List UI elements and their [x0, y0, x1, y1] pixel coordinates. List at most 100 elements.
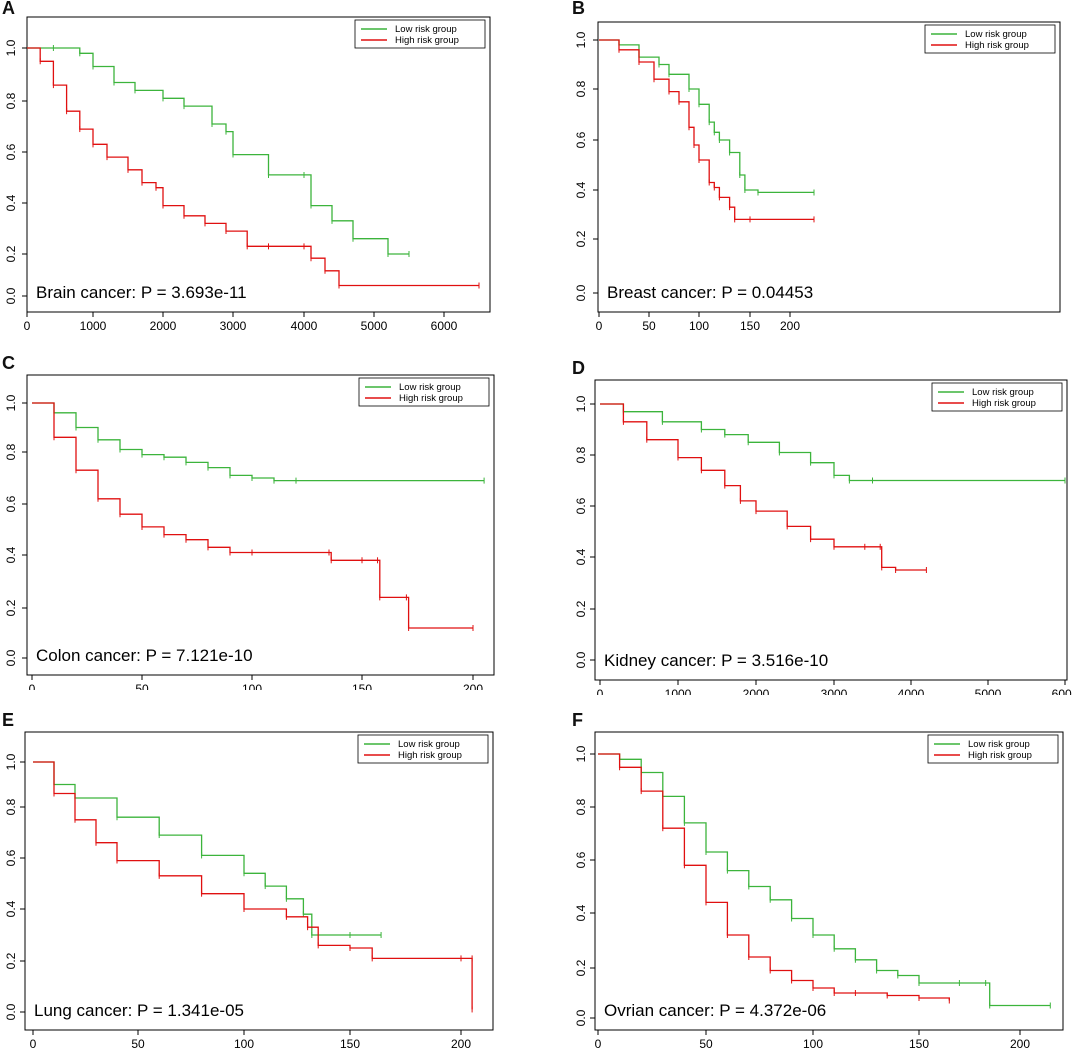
y-tick-label: 0.0 — [574, 284, 588, 301]
y-tick-label: 0.4 — [574, 548, 588, 565]
y-tick-label: 0.4 — [4, 194, 18, 211]
y-tick-label: 1.0 — [574, 395, 588, 412]
km-plot-f: F 0 50 100 150 200 0.0 0.2 0.4 0.6 0.8 1.0 Low risk … — [572, 710, 1064, 1051]
y-tick-label: 0.2 — [4, 245, 18, 262]
y-tick-label: 0.6 — [4, 143, 18, 160]
legend-low-label: Low risk group — [968, 739, 1030, 750]
panel-label: D — [572, 360, 585, 378]
x-tick-label: 0 — [29, 682, 36, 690]
y-tick-label: 0.2 — [574, 600, 588, 617]
y-tick-label: 1.0 — [574, 745, 588, 762]
y-tick-label: 0.0 — [4, 1003, 18, 1020]
panel-c: C 0 50 100 150 200 0.0 0.2 0.4 0.6 0.8 1.0 Low risk … — [0, 353, 500, 696]
legend-high-label: High risk group — [399, 393, 463, 404]
legend-low-label: Low risk group — [965, 29, 1027, 40]
legend-box — [931, 382, 1063, 412]
km-plot-b: B 0 50 100 150 200 0.0 0.2 0.4 0.6 0.8 1.0 Low risk … — [572, 0, 1061, 333]
x-tick-label: 4000 — [898, 687, 925, 695]
km-plot-e: E 0 50 100 150 200 0.0 0.2 0.4 0.6 0.8 1.0 Low risk … — [2, 710, 494, 1051]
legend-high-label: High risk group — [965, 40, 1029, 51]
x-tick-label: 150 — [352, 682, 372, 690]
y-tick-label: 0.6 — [574, 131, 588, 148]
x-tick-label: 4000 — [291, 319, 318, 330]
y-tick-label: 0.6 — [574, 497, 588, 514]
y-tick-label: 1.0 — [4, 394, 18, 411]
panel-d: D 0 1000 2000 3000 4000 5000 6000 0.0 0.2 0.4 0.6 0.… — [570, 358, 1072, 701]
y-tick-label: 0.4 — [4, 546, 18, 563]
y-tick-label: 1.0 — [4, 753, 18, 770]
legend-low-label: Low risk group — [399, 382, 461, 393]
y-tick-label: 0.8 — [4, 92, 18, 109]
y-tick-label: 0.8 — [574, 446, 588, 463]
panel-label: A — [2, 0, 15, 18]
y-tick-label: 1.0 — [574, 31, 588, 48]
x-tick-label: 0 — [30, 1037, 37, 1051]
x-tick-label: 50 — [699, 1037, 713, 1051]
y-tick-label: 0.8 — [4, 798, 18, 815]
km-plot-d: D 0 1000 2000 3000 4000 5000 6000 0.0 0.2 0.4 0.6 0.… — [572, 358, 1072, 701]
y-tick-label: 0.8 — [574, 80, 588, 97]
y-tick-label: 0.4 — [574, 904, 588, 921]
low-risk-curve — [33, 761, 382, 936]
legend-low-label: Low risk group — [972, 387, 1034, 398]
x-tick-label: 200 — [463, 682, 483, 690]
x-tick-label: 50 — [131, 1037, 145, 1051]
high-risk-curve — [32, 402, 473, 629]
y-tick-label: 0.0 — [4, 649, 18, 666]
panel-b: B 0 50 100 150 200 0.0 0.2 0.4 0.6 0.8 1.0 Low risk … — [570, 0, 1072, 335]
low-risk-curve — [598, 753, 1051, 1007]
y-tick-label: 0.6 — [574, 851, 588, 868]
km-plot-c: C 0 50 100 150 200 0.0 0.2 0.4 0.6 0.8 1.0 Low risk … — [2, 353, 495, 696]
x-tick-label: 150 — [740, 319, 760, 330]
x-tick-label: 2000 — [743, 687, 770, 695]
p-value-annotation: Colon cancer: P = 7.121e-10 — [36, 646, 253, 665]
x-tick-label: 150 — [909, 1037, 929, 1051]
x-tick-label: 2000 — [150, 319, 177, 330]
x-tick-label: 100 — [234, 1037, 254, 1051]
panel-a: A 0 1000 2000 3000 4000 5000 6000 0.0 0.2 0.4 0.6 0.… — [0, 0, 500, 335]
legend-low-label: Low risk group — [398, 739, 460, 750]
high-risk-curve — [27, 47, 479, 287]
y-tick-label: 1.0 — [4, 39, 18, 56]
x-tick-label: 50 — [642, 319, 656, 330]
p-value-annotation: Kidney cancer: P = 3.516e-10 — [604, 651, 828, 670]
legend-high-label: High risk group — [398, 750, 462, 761]
km-plot-a: A 0 1000 2000 3000 4000 5000 6000 0.0 0.2 0.4 0.6 0.… — [2, 0, 491, 333]
x-tick-label: 0 — [24, 319, 31, 330]
high-risk-curve — [600, 403, 927, 571]
x-tick-label: 5000 — [361, 319, 388, 330]
x-tick-label: 200 — [780, 319, 800, 330]
x-tick-label: 6000 — [431, 319, 458, 330]
high-risk-curve — [33, 761, 473, 1010]
legend-high-label: High risk group — [395, 35, 459, 46]
panel-label: B — [572, 0, 585, 18]
low-risk-curve — [600, 403, 1065, 482]
x-tick-label: 5000 — [975, 687, 1002, 695]
plot-frame — [26, 16, 491, 313]
plot-frame — [597, 21, 1061, 313]
legend-box — [354, 19, 486, 49]
y-tick-label: 0.4 — [4, 900, 18, 917]
y-tick-label: 0.0 — [574, 1009, 588, 1026]
x-tick-label: 200 — [451, 1037, 471, 1051]
y-tick-label: 0.0 — [4, 287, 18, 304]
legend-box — [358, 377, 490, 407]
plot-frame — [26, 374, 495, 676]
x-tick-label: 0 — [595, 1037, 602, 1051]
low-risk-curve — [32, 402, 485, 482]
x-tick-label: 200 — [1010, 1037, 1030, 1051]
y-tick-label: 0.0 — [574, 651, 588, 668]
x-tick-label: 3000 — [821, 687, 848, 695]
y-tick-label: 0.2 — [4, 599, 18, 616]
p-value-annotation: Brain cancer: P = 3.693e-11 — [36, 283, 247, 302]
x-tick-label: 3000 — [220, 319, 247, 330]
panel-e: E 0 50 100 150 200 0.0 0.2 0.4 0.6 0.8 1.0 Low risk … — [0, 710, 500, 1056]
high-risk-curve — [598, 753, 950, 1001]
y-tick-label: 0.8 — [4, 443, 18, 460]
legend-box — [924, 24, 1056, 54]
x-tick-label: 100 — [689, 319, 709, 330]
panel-label: C — [2, 355, 15, 373]
y-tick-label: 0.2 — [4, 952, 18, 969]
x-tick-label: 0 — [596, 319, 603, 330]
p-value-annotation: Ovrian cancer: P = 4.372e-06 — [604, 1001, 826, 1020]
